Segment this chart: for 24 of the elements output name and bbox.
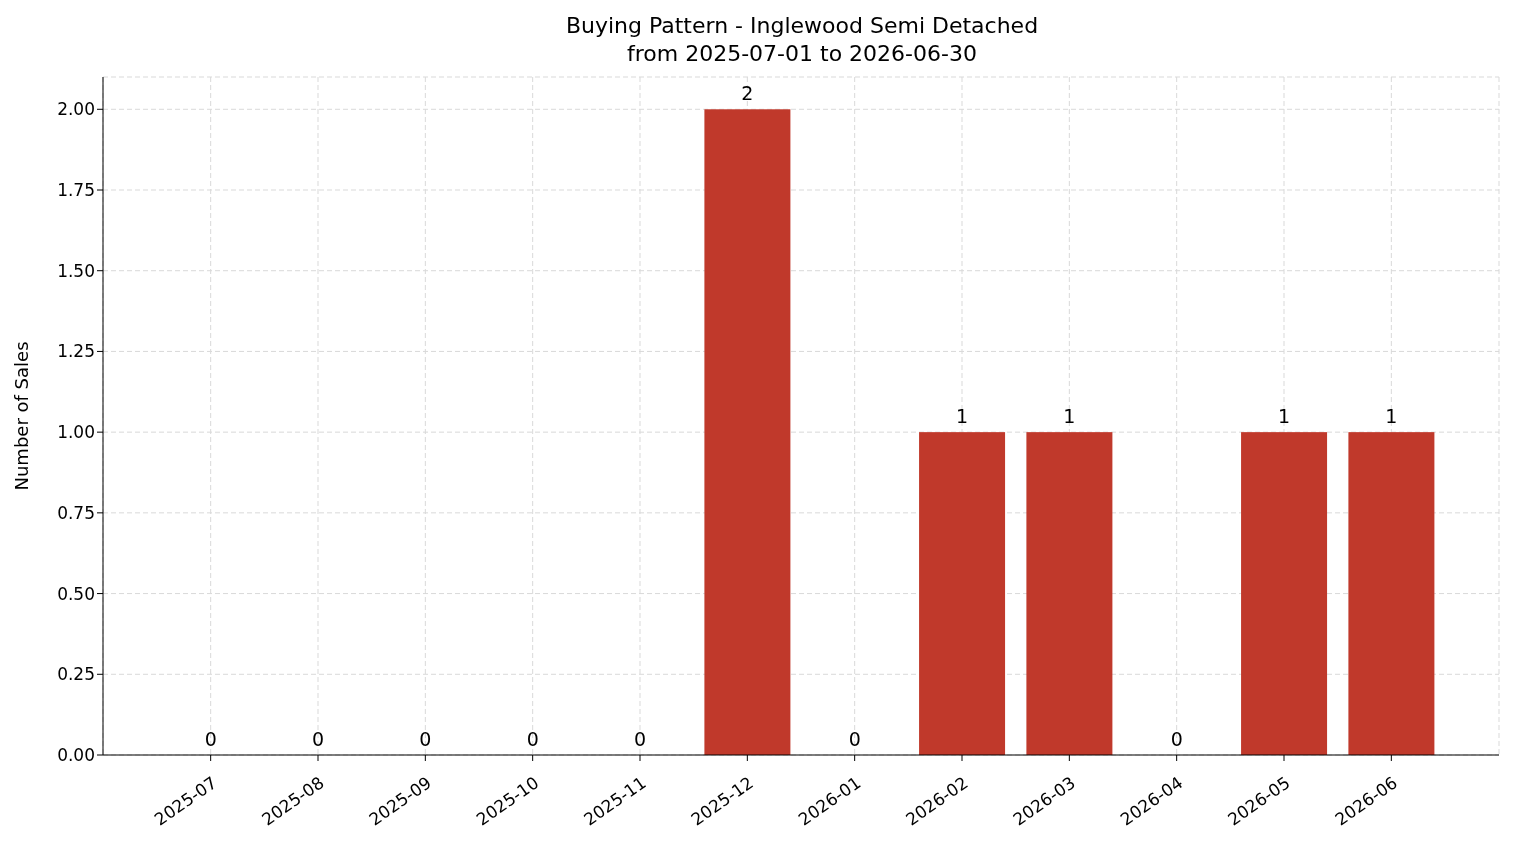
data-label: 0 bbox=[204, 728, 217, 750]
y-tick-label: 0.75 bbox=[57, 502, 95, 523]
chart-subtitle: from 2025-07-01 to 2026-06-30 bbox=[626, 40, 978, 68]
y-tick-label: 1.75 bbox=[57, 180, 95, 201]
y-tick-label: 0.00 bbox=[57, 745, 95, 766]
y-tick-label: 0.25 bbox=[57, 664, 95, 685]
y-tick-label: 1.25 bbox=[57, 341, 95, 362]
y-tick-label: 1.50 bbox=[57, 260, 95, 281]
y-tick-label: 0.50 bbox=[57, 583, 95, 604]
data-label: 1 bbox=[1063, 405, 1076, 428]
data-label: 1 bbox=[1385, 405, 1398, 428]
data-label: 0 bbox=[634, 728, 647, 750]
data-label: 1 bbox=[956, 405, 969, 428]
data-label: 0 bbox=[848, 728, 861, 750]
chart-title: Buying Pattern - Inglewood Semi Detached bbox=[564, 12, 1040, 40]
data-label: 0 bbox=[419, 728, 432, 750]
y-tick-label: 1.00 bbox=[57, 422, 95, 443]
data-label: 2 bbox=[741, 82, 754, 105]
y-axis-title: Number of Sales bbox=[11, 341, 33, 491]
data-label: 0 bbox=[526, 728, 539, 750]
data-label: 0 bbox=[312, 728, 325, 750]
y-tick-label: 2.00 bbox=[57, 99, 95, 120]
data-label: 1 bbox=[1278, 405, 1291, 428]
data-label: 0 bbox=[1170, 728, 1183, 750]
